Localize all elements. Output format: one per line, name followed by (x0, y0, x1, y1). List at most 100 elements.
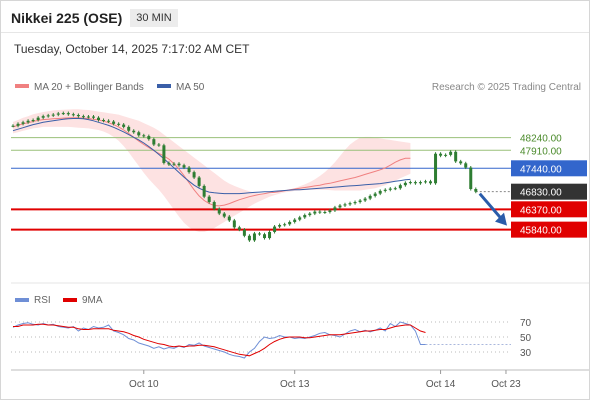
candle-body (182, 165, 186, 168)
rsi-ma-legend-label: 9MA (82, 295, 103, 306)
candle-body (378, 190, 382, 194)
candle-body (247, 235, 251, 241)
candle-body (288, 221, 292, 225)
candle-body (197, 177, 201, 186)
x-tick-label: Oct 23 (491, 379, 521, 390)
candle-body (177, 163, 181, 166)
candle-body (388, 188, 392, 190)
candle-body (237, 227, 241, 230)
candle-body (408, 182, 412, 184)
projection-arrow (478, 192, 505, 222)
support-label-4: 46370.00 (520, 205, 562, 216)
candle-body (444, 154, 448, 156)
candle-body (21, 122, 25, 124)
ma20-legend-label: MA 20 + Bollinger Bands (34, 82, 144, 93)
candle-body (46, 115, 50, 117)
candle-body (91, 116, 95, 118)
candle-body (202, 185, 206, 197)
ma50-legend-label: MA 50 (176, 82, 205, 93)
x-axis: Oct 10 Oct 13 Oct 14 Oct 23 (129, 370, 521, 390)
candle-body (293, 219, 297, 222)
candle-body (439, 153, 443, 156)
pivot-label-box-2 (511, 160, 587, 177)
candle-body (338, 205, 342, 208)
candle-body (137, 132, 141, 136)
candle-body (308, 213, 312, 216)
projection-arrowhead (495, 212, 507, 226)
current-label-3: 46830.00 (520, 188, 562, 199)
rsi-ma-legend-swatch (63, 298, 77, 302)
candle-body (66, 113, 70, 115)
candle-body (303, 215, 307, 218)
rsi-legend-swatch (15, 298, 29, 302)
ma20-legend-swatch (15, 84, 29, 88)
candle-body (41, 116, 45, 118)
candle-body (358, 200, 362, 203)
candle-body (132, 130, 136, 133)
candle-body (454, 151, 458, 162)
candle-body (278, 225, 282, 227)
candle-body (429, 181, 433, 184)
resistance-label-0: 48240.00 (520, 134, 562, 145)
candle-body (207, 196, 211, 203)
candle-body (343, 204, 347, 206)
candle-body (26, 120, 30, 123)
candle-body (102, 120, 106, 121)
candle-body (61, 113, 65, 115)
candle-body (449, 151, 453, 155)
candle-body (313, 211, 317, 214)
candle-body (328, 210, 332, 212)
support-label-box-5 (511, 221, 587, 238)
rsi-legend: RSI 9MA (15, 295, 103, 306)
candle-body (273, 226, 277, 232)
candle-body (192, 172, 196, 178)
x-tick-label: Oct 10 (129, 379, 159, 390)
candle-body (71, 114, 75, 116)
candle-body (348, 203, 352, 205)
rsi-tick-50: 50 (520, 333, 532, 344)
candle-body (398, 185, 402, 189)
candle-body (142, 135, 146, 137)
candle-body (459, 161, 463, 164)
credit-text: Research © 2025 Trading Central (432, 82, 581, 93)
support-label-5: 45840.00 (520, 226, 562, 237)
candle-body (36, 117, 40, 120)
candle-body (172, 163, 176, 165)
timeframe-badge[interactable]: 30 MIN (130, 9, 178, 27)
candle-body (298, 217, 302, 220)
candle-body (263, 234, 267, 239)
bollinger-band (13, 109, 411, 232)
candle-body (469, 167, 473, 189)
candle-body (162, 145, 166, 163)
candle-body (222, 213, 226, 217)
price-legend: MA 20 + Bollinger Bands MA 50 Research ©… (15, 82, 581, 93)
rsi-ma-line (13, 323, 426, 357)
candle-body (393, 188, 397, 190)
resistance-label-1: 47910.00 (520, 146, 562, 157)
title-row: Nikkei 225 (OSE) 30 MIN (11, 9, 178, 27)
candle-body (86, 116, 90, 118)
ma50-legend-swatch (157, 84, 171, 88)
candle-body (51, 114, 55, 116)
rsi-tick-30: 30 (520, 348, 532, 359)
candle-body (127, 126, 131, 131)
rsi-legend-label: RSI (34, 295, 51, 306)
candle-body (81, 116, 85, 118)
candle-body (112, 121, 116, 124)
candle-body (283, 224, 287, 226)
candle-body (257, 233, 261, 235)
support-label-box-4 (511, 201, 587, 218)
candle-body (217, 208, 221, 214)
ma50-line (12, 118, 411, 195)
candle-body (187, 167, 191, 173)
candle-body (167, 162, 171, 165)
candle-body (107, 120, 111, 122)
current-label-box-3 (511, 183, 587, 200)
candle-body (56, 113, 60, 115)
x-tick-label: Oct 13 (280, 379, 310, 390)
candle-body (242, 229, 246, 236)
chart-title: Nikkei 225 (OSE) (11, 10, 123, 26)
